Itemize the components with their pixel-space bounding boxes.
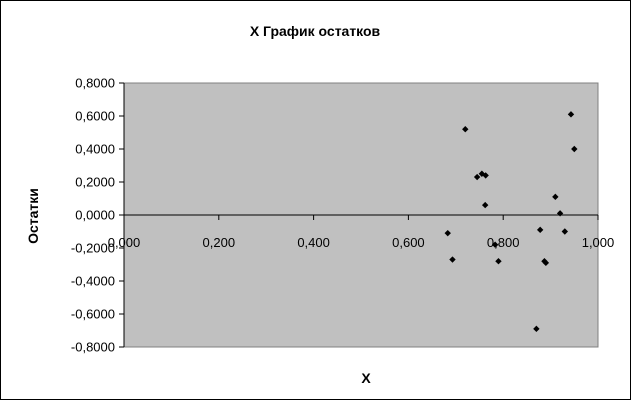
- y-ticks: 0,8000 0,6000 0,4000 0,2000 0,0000 -0,2000 -0,…: [71, 76, 124, 355]
- x-tick-label: 1,000: [582, 235, 615, 250]
- data-point: [462, 126, 469, 133]
- x-tick-label: 0,000: [108, 235, 141, 250]
- y-tick-label: 0,0000: [75, 208, 115, 223]
- data-point: [533, 325, 540, 333]
- data-point: [473, 173, 481, 181]
- data-point: [571, 145, 578, 153]
- x-axis-title: X: [361, 370, 371, 386]
- y-tick-label: -0,6000: [71, 307, 115, 322]
- data-points: [444, 111, 578, 333]
- data-point: [552, 193, 559, 201]
- data-point: [495, 258, 502, 265]
- data-point: [481, 201, 489, 209]
- y-tick-label: -0,4000: [71, 274, 115, 289]
- data-point: [482, 172, 489, 179]
- y-tick-label: 0,6000: [75, 109, 115, 124]
- y-tick-label: -0,2000: [71, 241, 115, 256]
- data-point: [567, 111, 575, 118]
- chart-title: X График остатков: [250, 23, 381, 39]
- data-point: [561, 228, 569, 235]
- x-tick-label: 0,400: [297, 235, 330, 250]
- y-axis-title: Остатки: [25, 188, 41, 244]
- data-point: [536, 226, 544, 234]
- x-tick-label: 0,600: [392, 235, 425, 250]
- y-tick-label: -0,8000: [71, 340, 115, 355]
- data-point: [556, 210, 564, 217]
- y-tick-label: 0,8000: [75, 76, 115, 91]
- y-tick-label: 0,4000: [75, 142, 115, 157]
- x-tick-label: 0,800: [487, 235, 520, 250]
- data-point: [491, 241, 499, 248]
- data-point: [478, 170, 486, 177]
- data-point: [449, 256, 456, 263]
- data-point: [444, 229, 451, 237]
- y-tick-label: 0,2000: [75, 175, 115, 190]
- data-point: [542, 259, 550, 267]
- x-tick-label: 0,200: [203, 235, 236, 250]
